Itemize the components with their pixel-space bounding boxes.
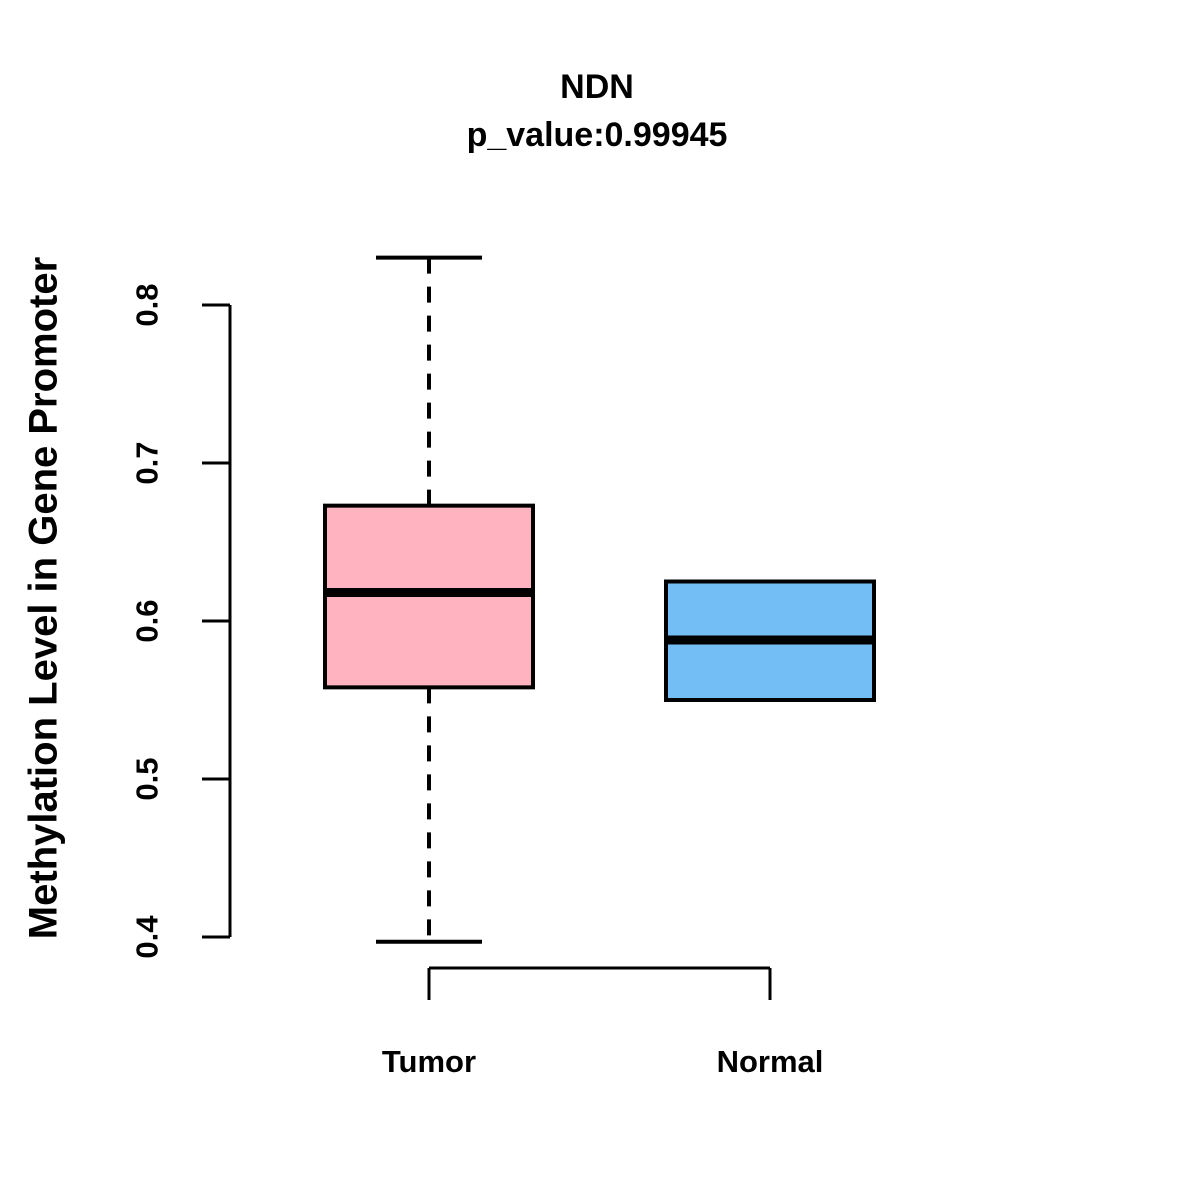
y-tick-label-0.5: 0.5	[130, 757, 165, 800]
y-tick-label-0.8: 0.8	[130, 283, 165, 326]
y-tick-label-0.6: 0.6	[130, 599, 165, 642]
x-label-tumor: Tumor	[382, 1044, 476, 1079]
y-tick-label-0.7: 0.7	[130, 441, 165, 484]
y-tick-label-0.4: 0.4	[130, 915, 165, 959]
chart-title: NDN	[560, 68, 634, 106]
chart-subtitle: p_value:0.99945	[466, 116, 728, 154]
x-label-normal: Normal	[717, 1044, 824, 1079]
